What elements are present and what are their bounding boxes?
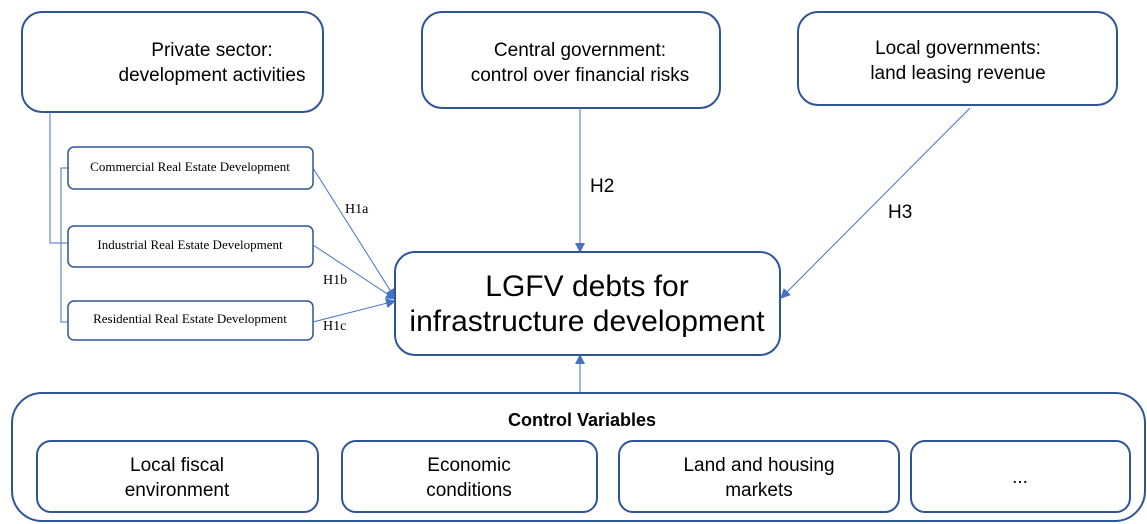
control-label: ... bbox=[1012, 467, 1028, 488]
node-label: Commercial Real Estate Development bbox=[90, 159, 290, 174]
node-box bbox=[21, 11, 324, 113]
connector bbox=[60, 167, 68, 323]
node-label: Local governments: bbox=[875, 38, 1041, 59]
control-label: Land and housing bbox=[683, 455, 834, 476]
arrow bbox=[312, 244, 396, 300]
node-box bbox=[797, 11, 1118, 106]
node-label: control over financial risks bbox=[471, 65, 690, 86]
control-label: markets bbox=[725, 480, 793, 501]
control-label: Economic bbox=[427, 455, 510, 476]
arrow bbox=[312, 167, 396, 299]
edge-label: H1b bbox=[323, 273, 347, 288]
edge-label: H2 bbox=[590, 176, 614, 197]
control-box bbox=[341, 440, 598, 513]
node-label: development activities bbox=[119, 65, 306, 86]
edge-label: H1c bbox=[323, 319, 346, 334]
node-box bbox=[67, 225, 314, 268]
control-label: conditions bbox=[426, 480, 512, 501]
node-label: Private sector: bbox=[151, 40, 272, 61]
node-label: land leasing revenue bbox=[870, 63, 1045, 84]
edge-label: H3 bbox=[888, 202, 912, 223]
controls-title: Control Variables bbox=[508, 410, 656, 430]
control-box bbox=[36, 440, 319, 513]
node-box bbox=[67, 300, 314, 341]
control-box bbox=[618, 440, 900, 513]
control-label: environment bbox=[125, 480, 230, 501]
control-label: Local fiscal bbox=[130, 455, 224, 476]
node-label: infrastructure development bbox=[409, 305, 765, 338]
edge-label: H1a bbox=[345, 202, 369, 217]
node-box bbox=[394, 251, 781, 356]
arrow bbox=[780, 107, 971, 299]
connector bbox=[49, 112, 68, 244]
node-label: Central government: bbox=[494, 40, 666, 61]
control-box bbox=[910, 440, 1131, 513]
node-label: LGFV debts for bbox=[485, 270, 688, 303]
node-label: Industrial Real Estate Development bbox=[97, 237, 283, 252]
node-label: Residential Real Estate Development bbox=[93, 311, 287, 326]
node-box bbox=[421, 11, 721, 109]
arrow bbox=[312, 298, 396, 323]
